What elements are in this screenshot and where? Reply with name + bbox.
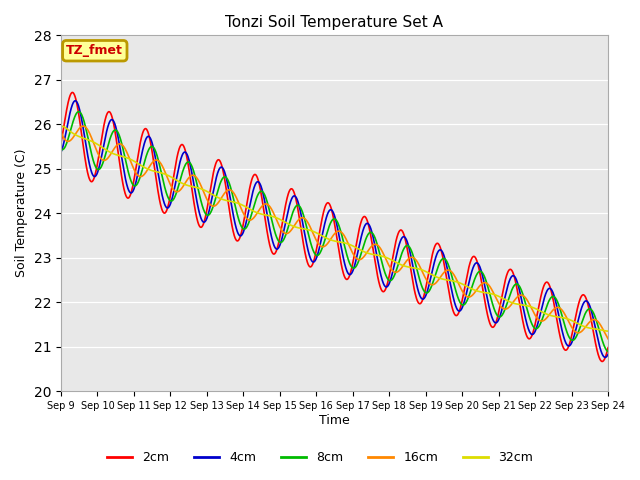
Title: Tonzi Soil Temperature Set A: Tonzi Soil Temperature Set A [225, 15, 444, 30]
Text: TZ_fmet: TZ_fmet [67, 44, 124, 57]
Legend: 2cm, 4cm, 8cm, 16cm, 32cm: 2cm, 4cm, 8cm, 16cm, 32cm [102, 446, 538, 469]
Y-axis label: Soil Temperature (C): Soil Temperature (C) [15, 149, 28, 277]
X-axis label: Time: Time [319, 414, 350, 427]
